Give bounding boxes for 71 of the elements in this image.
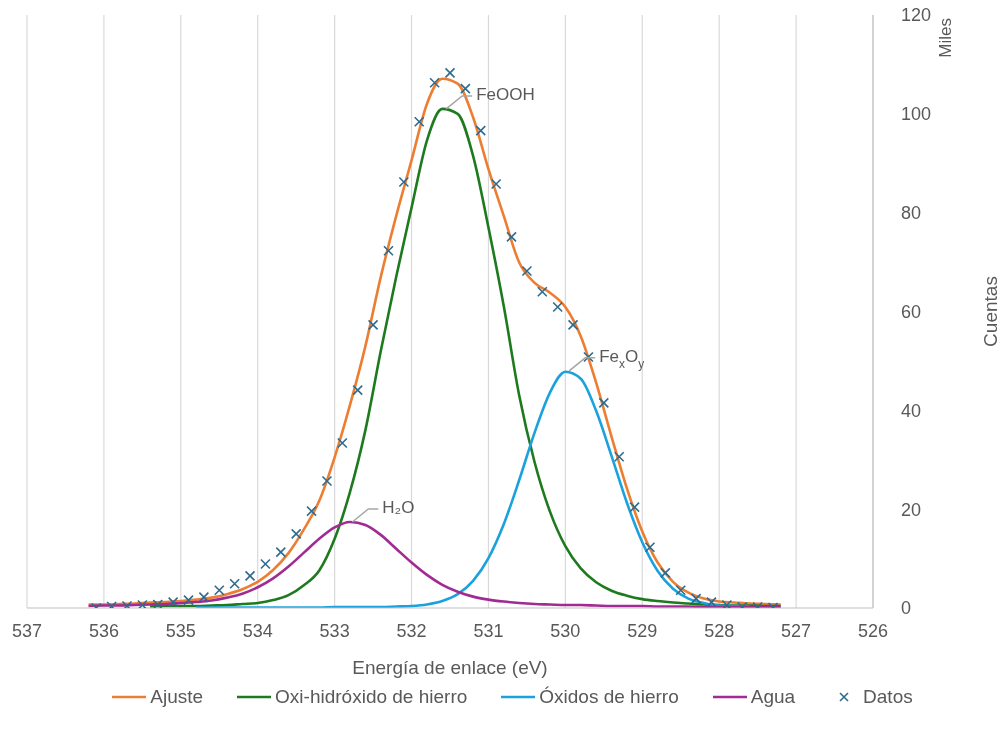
point xyxy=(321,475,333,487)
point xyxy=(275,546,287,558)
point xyxy=(198,591,210,603)
legend-label: Oxi-hidróxido de hierro xyxy=(275,686,468,708)
point xyxy=(460,83,471,94)
point xyxy=(506,231,517,243)
point xyxy=(352,384,364,396)
x-tick-label: 534 xyxy=(242,620,273,641)
point xyxy=(367,319,379,331)
point xyxy=(183,594,194,606)
point xyxy=(721,599,733,608)
x-tick-label: 537 xyxy=(11,620,43,641)
y-tick-label: 100 xyxy=(901,104,932,125)
annotation: H₂O xyxy=(382,498,415,518)
y-tick-label: 20 xyxy=(901,499,922,520)
point xyxy=(229,578,240,590)
x-tick-label: 533 xyxy=(319,620,350,641)
point xyxy=(629,501,640,513)
point xyxy=(613,451,625,463)
legend-label: Datos xyxy=(863,686,913,708)
point xyxy=(383,245,394,257)
point xyxy=(290,528,302,540)
x-tick-label: 535 xyxy=(165,620,196,641)
point xyxy=(644,541,656,553)
point xyxy=(475,125,487,136)
point xyxy=(152,599,164,608)
annotation: Fe$_{x}$O$_{y}$ xyxy=(599,347,645,371)
legend-label: Óxidos de hierro xyxy=(539,686,679,708)
point xyxy=(137,599,148,608)
y-tick-label: 0 xyxy=(901,598,912,619)
point xyxy=(690,593,702,604)
point xyxy=(444,67,456,79)
y-tick-label: 60 xyxy=(901,301,922,322)
point xyxy=(706,596,717,608)
point xyxy=(536,286,548,298)
legend-label: Ajuste xyxy=(150,686,204,708)
line-series xyxy=(87,520,783,608)
annotation: FeOOH xyxy=(476,85,535,105)
y-tick-label: 80 xyxy=(901,203,922,224)
point xyxy=(244,570,256,582)
line-series xyxy=(194,370,752,608)
point xyxy=(413,116,425,128)
point xyxy=(490,178,502,190)
point xyxy=(398,176,410,188)
point xyxy=(260,558,271,570)
x-axis-title: Energía de enlace (eV) xyxy=(352,657,548,678)
point xyxy=(213,584,225,596)
point xyxy=(552,301,563,313)
point xyxy=(567,319,579,331)
legend-label: Agua xyxy=(750,686,796,708)
y-tick-label: 120 xyxy=(901,5,932,26)
x-tick-label: 532 xyxy=(396,620,427,641)
point xyxy=(521,265,533,277)
point xyxy=(306,505,317,517)
point xyxy=(598,397,610,409)
point xyxy=(583,351,594,363)
x-tick-label: 527 xyxy=(781,620,812,641)
x-tick-label: 528 xyxy=(704,620,735,641)
point xyxy=(429,77,440,88)
y-axis-title: Cuentas xyxy=(979,276,1001,347)
x-tick-label: 529 xyxy=(627,620,658,641)
x-tick-label: 531 xyxy=(473,620,504,641)
x-tick-label: 530 xyxy=(550,620,581,641)
text: Miles xyxy=(936,18,956,58)
x-tick-label: 536 xyxy=(88,620,119,641)
x-tick-label: 526 xyxy=(857,620,889,641)
point xyxy=(337,437,348,449)
y-tick-label: 40 xyxy=(901,400,922,421)
point xyxy=(660,567,671,579)
point xyxy=(167,596,179,608)
point xyxy=(675,584,687,596)
